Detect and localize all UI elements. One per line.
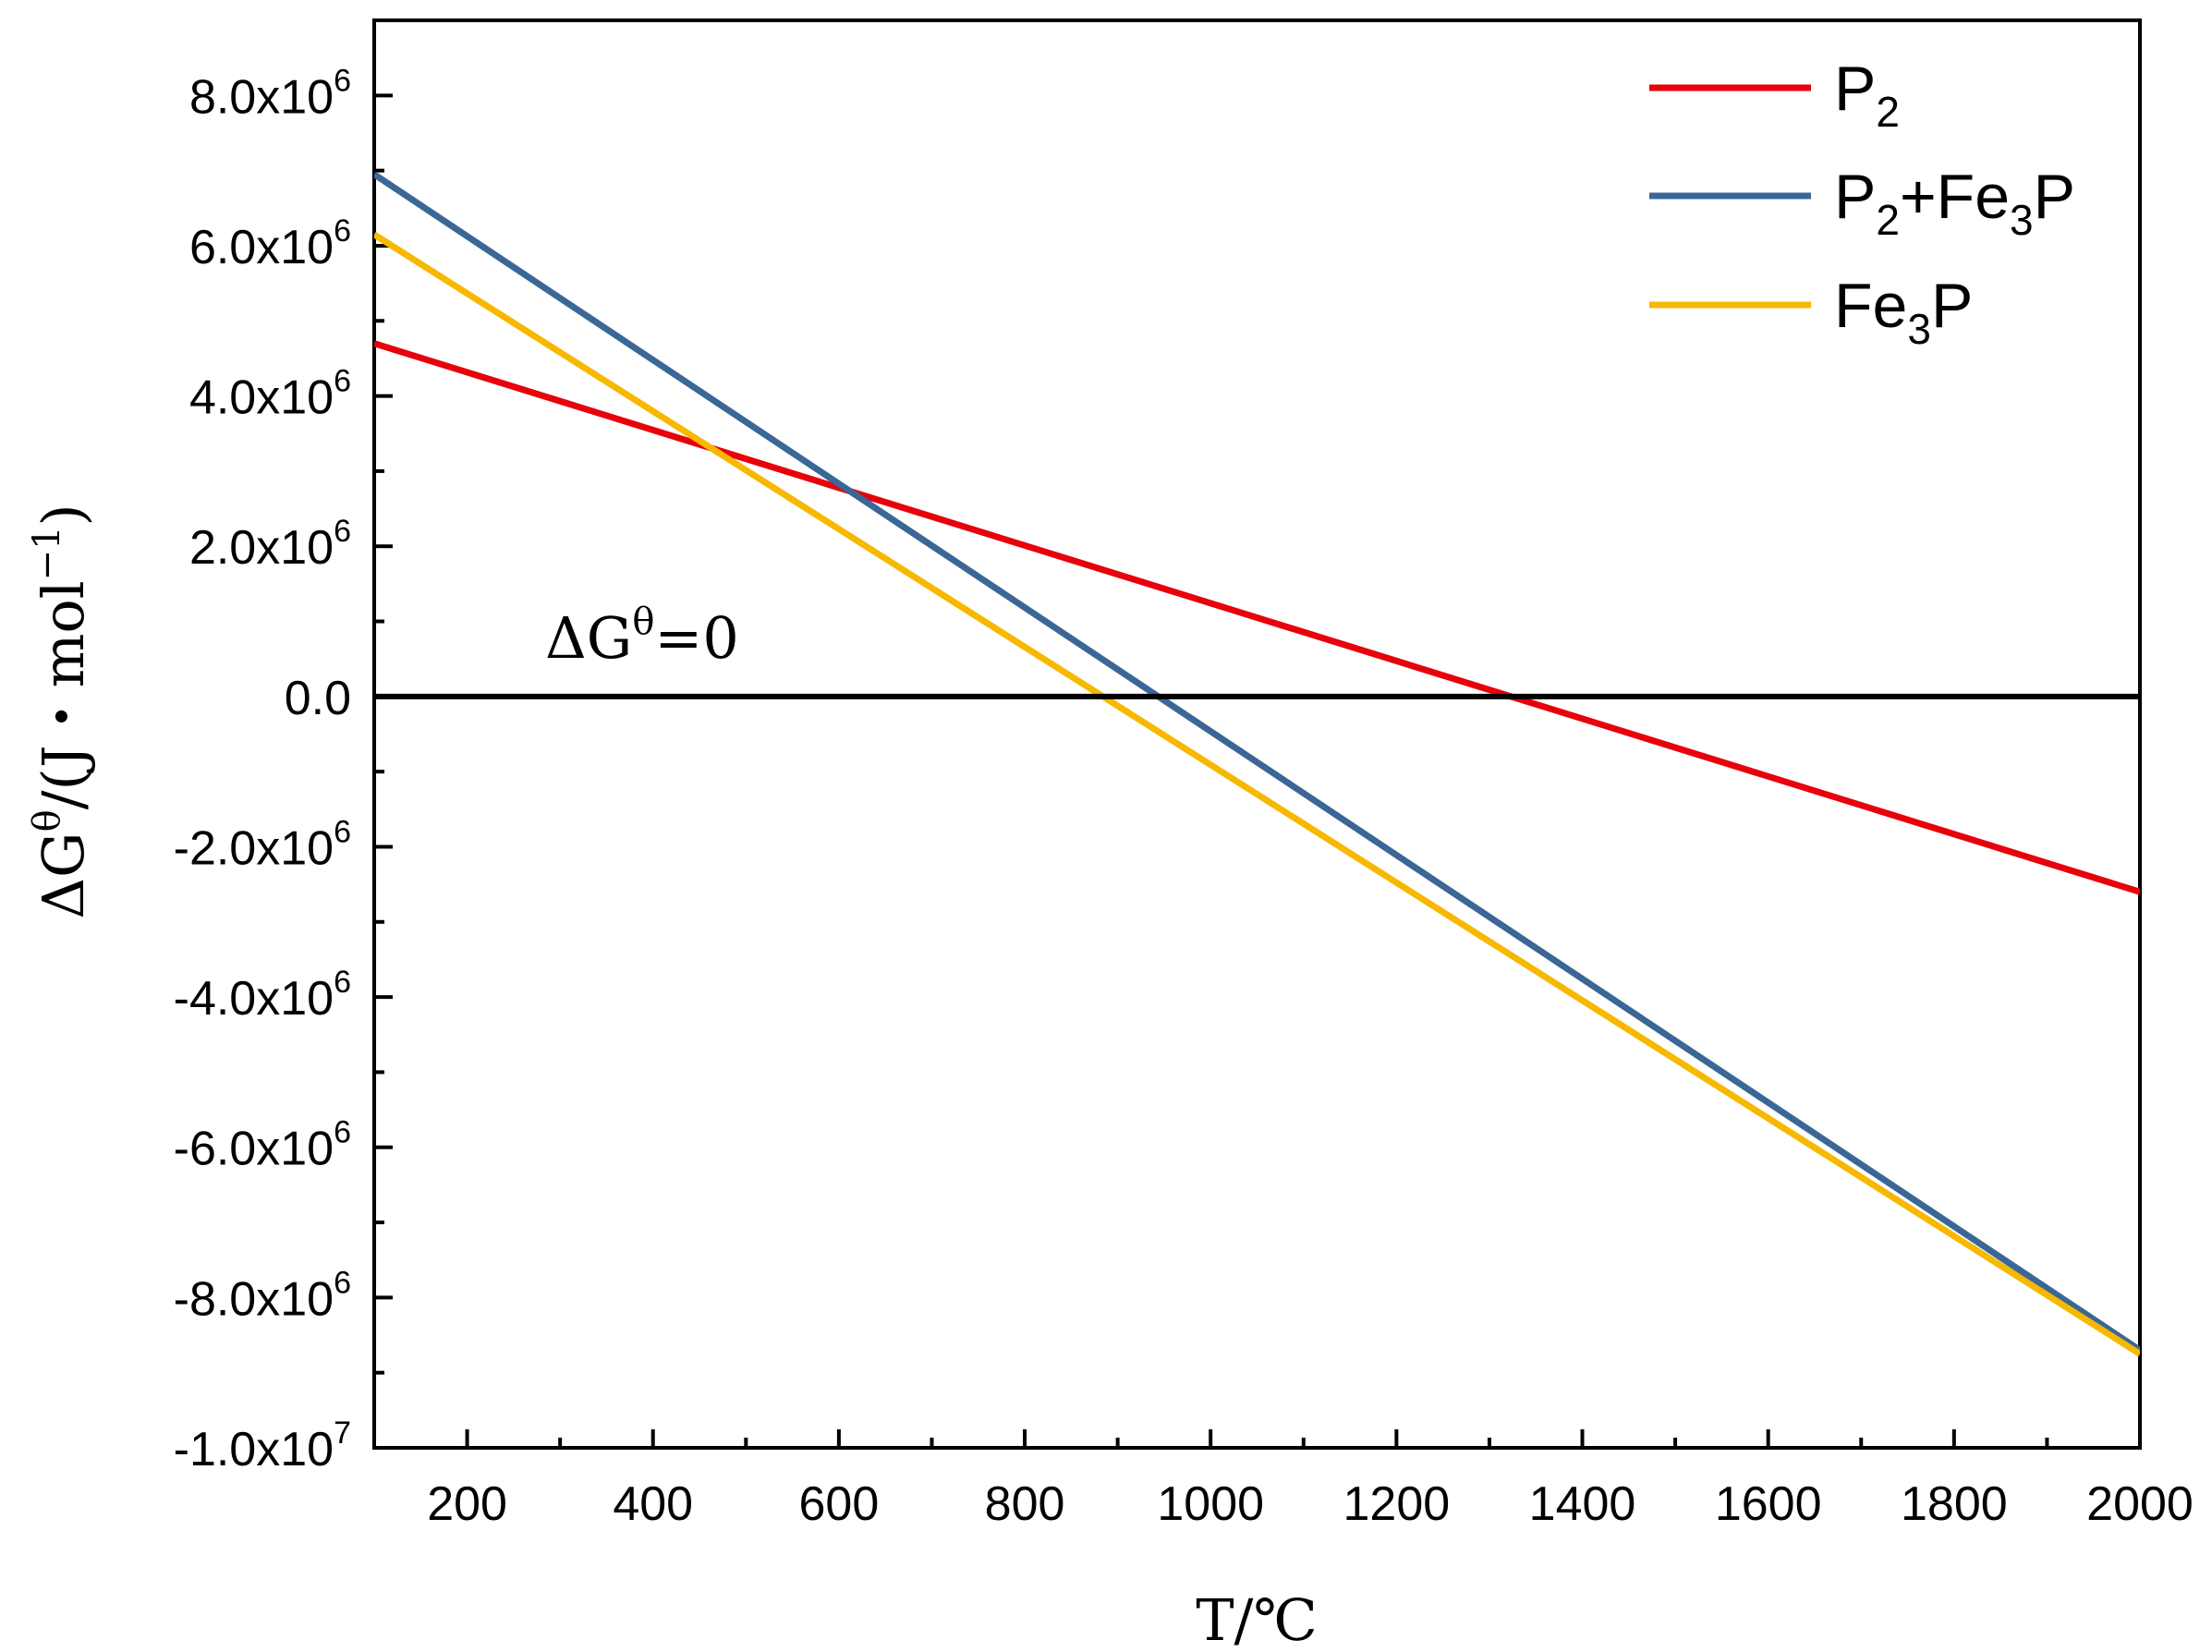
y-axis-title-part: ΔG	[30, 832, 97, 918]
x-tick-label: 1800	[1901, 1477, 2008, 1531]
plot-frame	[372, 18, 2142, 1450]
reference-line-group: ΔGθ=0	[374, 601, 2140, 699]
y-tick-label: -8.0x106	[174, 1265, 351, 1326]
y-tick-mantissa: -1.0x10	[174, 1423, 334, 1476]
x-tick-label: 2000	[2086, 1477, 2194, 1531]
ref-label-part: ΔG	[545, 604, 632, 672]
y-tick-mantissa: 8.0x10	[189, 70, 334, 124]
y-axis-title-part: )	[30, 504, 97, 526]
x-axis-title-part: T/	[1196, 1586, 1253, 1652]
legend-label: Fe3P	[1834, 271, 1973, 353]
legend-label-part: P	[1834, 54, 1876, 124]
series-line-2	[374, 231, 2140, 1357]
legend-label-sub: 2	[1876, 196, 1900, 244]
y-tick-label: -2.0x106	[174, 814, 351, 875]
series-lines	[374, 171, 2140, 1357]
x-tick-label: 1000	[1157, 1477, 1264, 1531]
x-tick-label: 1200	[1343, 1477, 1451, 1531]
y-tick-label: 8.0x106	[189, 63, 351, 124]
y-tick-label: 4.0x106	[189, 364, 351, 425]
x-tick-label: 800	[985, 1477, 1065, 1531]
legend-label: P2+Fe3P	[1834, 162, 2075, 244]
legend-label-sub: 3	[2010, 196, 2034, 244]
y-tick-mantissa: -4.0x10	[174, 972, 334, 1026]
legend-label-sub: 3	[1907, 305, 1931, 353]
y-tick-mantissa: 4.0x10	[189, 371, 334, 425]
y-tick-exponent: 6	[334, 514, 351, 549]
legend-label: P2	[1834, 54, 1900, 136]
x-tick-label: 200	[427, 1477, 507, 1531]
y-tick-mantissa: 6.0x10	[189, 221, 334, 274]
y-tick-exponent: 7	[334, 1415, 351, 1451]
y-tick-exponent: 6	[334, 1115, 351, 1150]
legend-label-part: +Fe	[1900, 162, 2010, 232]
y-tick-mantissa: -6.0x10	[174, 1123, 334, 1176]
ref-label-part: =0	[654, 604, 738, 672]
ref-label-sup: θ	[632, 601, 654, 643]
x-tick-label: 600	[799, 1477, 880, 1531]
y-tick-exponent: 6	[334, 814, 351, 849]
reference-line-label: ΔGθ=0	[545, 601, 739, 672]
y-tick-mantissa: -2.0x10	[174, 821, 334, 875]
series-line-1	[374, 171, 2140, 1354]
y-tick-mantissa: -8.0x10	[174, 1272, 334, 1326]
y-tick-label: 6.0x106	[189, 213, 351, 274]
legend-label-part: P	[1834, 162, 1876, 232]
axis-labels: 200 400 600 800 1000 1200 1400 1600 1800 2000 8.0x…	[26, 63, 2194, 1652]
y-tick-label: 0.0	[285, 672, 351, 725]
y-tick-label: -6.0x106	[174, 1115, 351, 1176]
legend-label-part: Fe	[1834, 271, 1907, 341]
y-tick-exponent: 6	[334, 965, 351, 1000]
y-tick-label: 2.0x106	[189, 514, 351, 575]
legend-label-part: P	[1931, 271, 1973, 341]
y-tick-exponent: 6	[334, 364, 351, 399]
x-tick-label: 1400	[1529, 1477, 1636, 1531]
y-tick-exponent: 6	[334, 63, 351, 98]
legend-label-part: P	[2034, 162, 2075, 232]
y-tick-label: -1.0x107	[174, 1415, 351, 1476]
axes	[372, 18, 2142, 1450]
x-axis-title: T/℃	[1196, 1586, 1318, 1652]
y-tick-exponent: 6	[334, 213, 351, 249]
y-axis-title: ΔGθ/(J・mol−1)	[26, 504, 97, 918]
y-tick-exponent: 6	[334, 1265, 351, 1300]
y-tick-label: -4.0x106	[174, 965, 351, 1026]
legend-label-sub: 2	[1876, 88, 1900, 136]
x-tick-label: 1600	[1715, 1477, 1822, 1531]
y-axis-title-sup: θ	[26, 809, 68, 832]
x-axis-title-part: ℃	[1253, 1586, 1317, 1652]
x-tick-label: 400	[613, 1477, 693, 1531]
series-line-0	[374, 340, 2140, 895]
y-axis-title-sup: −1	[26, 526, 68, 580]
y-axis-title-part: /(J・mol	[30, 580, 97, 809]
y-tick-mantissa: 2.0x10	[189, 521, 334, 575]
y-tick-mantissa: 0.0	[285, 672, 351, 725]
